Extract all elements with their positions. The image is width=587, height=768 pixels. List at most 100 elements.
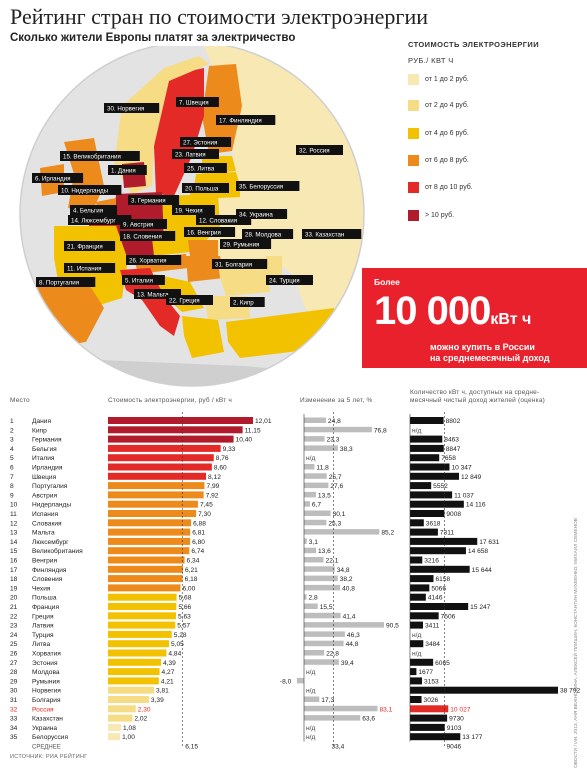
legend-label: от 4 до 6 руб. bbox=[425, 130, 469, 137]
row-place: 15 bbox=[10, 548, 18, 555]
row-place: 33 bbox=[10, 716, 18, 723]
map-label-bg bbox=[128, 195, 180, 205]
table-row: 4 Бельгия 9,33 38,3 8847 bbox=[10, 444, 461, 453]
row-place: 14 bbox=[10, 539, 18, 546]
map-country-label: 30. Норвегия bbox=[104, 103, 160, 113]
map-label-bg bbox=[126, 255, 182, 265]
page-title: Рейтинг стран по стоимости электроэнерги… bbox=[10, 4, 428, 29]
change-bar bbox=[304, 650, 325, 656]
cost-value: 5,68 bbox=[179, 595, 192, 602]
map-label-text: 2. Кипр bbox=[233, 300, 254, 307]
row-country: Португалия bbox=[32, 483, 68, 490]
table-row: 11 Испания 7,30 30,1 9008 bbox=[10, 510, 461, 518]
change-value: 40,8 bbox=[342, 585, 355, 592]
map-label-bg bbox=[266, 275, 313, 285]
callout-box: Более 10 000кВт ч можно купить в России … bbox=[362, 268, 587, 368]
cost-bar bbox=[108, 593, 177, 601]
row-place: 32 bbox=[10, 706, 18, 713]
region-czech bbox=[152, 238, 190, 256]
legend-item: от 2 до 4 руб. bbox=[408, 100, 469, 111]
cost-bar bbox=[108, 696, 149, 703]
cost-value: 1,00 bbox=[122, 734, 135, 741]
cost-value: 6,80 bbox=[192, 539, 205, 546]
table-row: 34 Украина 1,08 н/д 9103 bbox=[10, 723, 462, 732]
cost-value: 3,81 bbox=[156, 688, 169, 695]
callout-unit: кВт ч bbox=[490, 311, 532, 328]
map-label-bg bbox=[212, 259, 268, 269]
change-value: 13,5 bbox=[318, 492, 331, 499]
kwh-value: 3484 bbox=[425, 641, 440, 648]
change-bar bbox=[304, 482, 329, 489]
cost-bar bbox=[108, 658, 162, 666]
change-value: 23,3 bbox=[327, 437, 340, 444]
map-label-text: 18. Словения bbox=[123, 234, 162, 241]
cost-bar bbox=[108, 482, 205, 490]
legend-swatch bbox=[408, 74, 419, 85]
row-place: 16 bbox=[10, 558, 18, 565]
callout-number: 10 000 bbox=[374, 289, 491, 333]
row-place: 29 bbox=[10, 678, 18, 685]
row-country: Румыния bbox=[32, 678, 60, 685]
kwh-value: 3216 bbox=[424, 558, 439, 565]
cost-value: 8,60 bbox=[214, 465, 227, 472]
map-label-text: 24. Турция bbox=[269, 278, 300, 285]
map-border bbox=[19, 46, 365, 387]
change-bar bbox=[304, 510, 331, 516]
cost-value: 5,05 bbox=[171, 641, 184, 648]
map-label-text: 14. Люксембург bbox=[71, 218, 116, 225]
map-label-bg bbox=[58, 185, 122, 195]
row-place: 11 bbox=[10, 511, 17, 518]
cost-bar bbox=[108, 547, 190, 555]
row-place: 30 bbox=[10, 688, 18, 695]
map-svg: 30. Норвегия 7. Швеция 17. Финляндия 32. Ро… bbox=[19, 46, 365, 387]
cost-value: 6,18 bbox=[185, 576, 198, 583]
row-country: Болгария bbox=[32, 697, 61, 704]
cost-value: 2,02 bbox=[134, 716, 147, 723]
map-country-label: 4. Бельгия bbox=[70, 205, 117, 215]
kwh-bar bbox=[410, 556, 423, 564]
page-subtitle: Сколько жители Европы платят за электрич… bbox=[10, 32, 296, 44]
map-label-bg bbox=[242, 229, 294, 239]
row-place: 10 bbox=[10, 502, 18, 509]
cost-bar bbox=[108, 528, 191, 536]
table-row: 16 Венгрия 6,34 22,1 3216 bbox=[10, 556, 439, 565]
kwh-bar bbox=[410, 519, 424, 527]
average-cost-value: 6,15 bbox=[185, 744, 198, 751]
change-value: 22,8 bbox=[326, 651, 339, 658]
map-country-label: 22. Греция bbox=[166, 295, 213, 305]
credit-note: © РИАНОВОСТИ / ИН. 2013, АНЯ ВЕЖНОВИНА, … bbox=[574, 518, 579, 768]
kwh-value: 14 658 bbox=[468, 548, 489, 555]
kwh-value: 15 644 bbox=[472, 567, 493, 574]
row-place: 5 bbox=[10, 455, 14, 462]
change-value: 38,3 bbox=[340, 446, 353, 453]
change-bar bbox=[304, 473, 327, 479]
kwh-value: 14 116 bbox=[466, 502, 486, 509]
table-row: 15 Великобритания 6,74 13,6 14 658 bbox=[10, 547, 488, 555]
kwh-value: 5066 bbox=[431, 585, 446, 592]
kwh-value: 17 631 bbox=[479, 539, 500, 546]
row-country: Финляндия bbox=[32, 567, 67, 574]
change-bar bbox=[304, 622, 384, 628]
cost-value: 6,88 bbox=[193, 520, 206, 527]
kwh-bar bbox=[410, 640, 424, 648]
map-country-label: 9. Австрия bbox=[120, 219, 167, 229]
kwh-value: 6158 bbox=[435, 576, 450, 583]
region-moldova bbox=[266, 256, 282, 280]
kwh-value: 1677 bbox=[418, 669, 433, 676]
map-label-bg bbox=[196, 215, 252, 225]
legend-swatch bbox=[408, 155, 419, 166]
row-country: Ирландия bbox=[32, 465, 63, 472]
map-label-text: 15. Великобритания bbox=[63, 154, 121, 161]
kwh-bar bbox=[410, 565, 470, 573]
cost-bar bbox=[108, 472, 207, 480]
map-label-text: 29. Румыния bbox=[223, 242, 259, 249]
row-place: 7 bbox=[10, 474, 14, 481]
kwh-bar bbox=[410, 444, 444, 452]
map-label-text: 5. Италия bbox=[125, 278, 153, 285]
cost-value: 5,66 bbox=[178, 604, 191, 611]
row-place: 1 bbox=[10, 418, 14, 425]
map-country-label: 31. Болгария bbox=[212, 259, 268, 269]
kwh-value: 8847 bbox=[446, 446, 461, 453]
cost-value: 9,33 bbox=[223, 446, 236, 453]
map-label-text: 27. Эстония bbox=[183, 140, 217, 147]
